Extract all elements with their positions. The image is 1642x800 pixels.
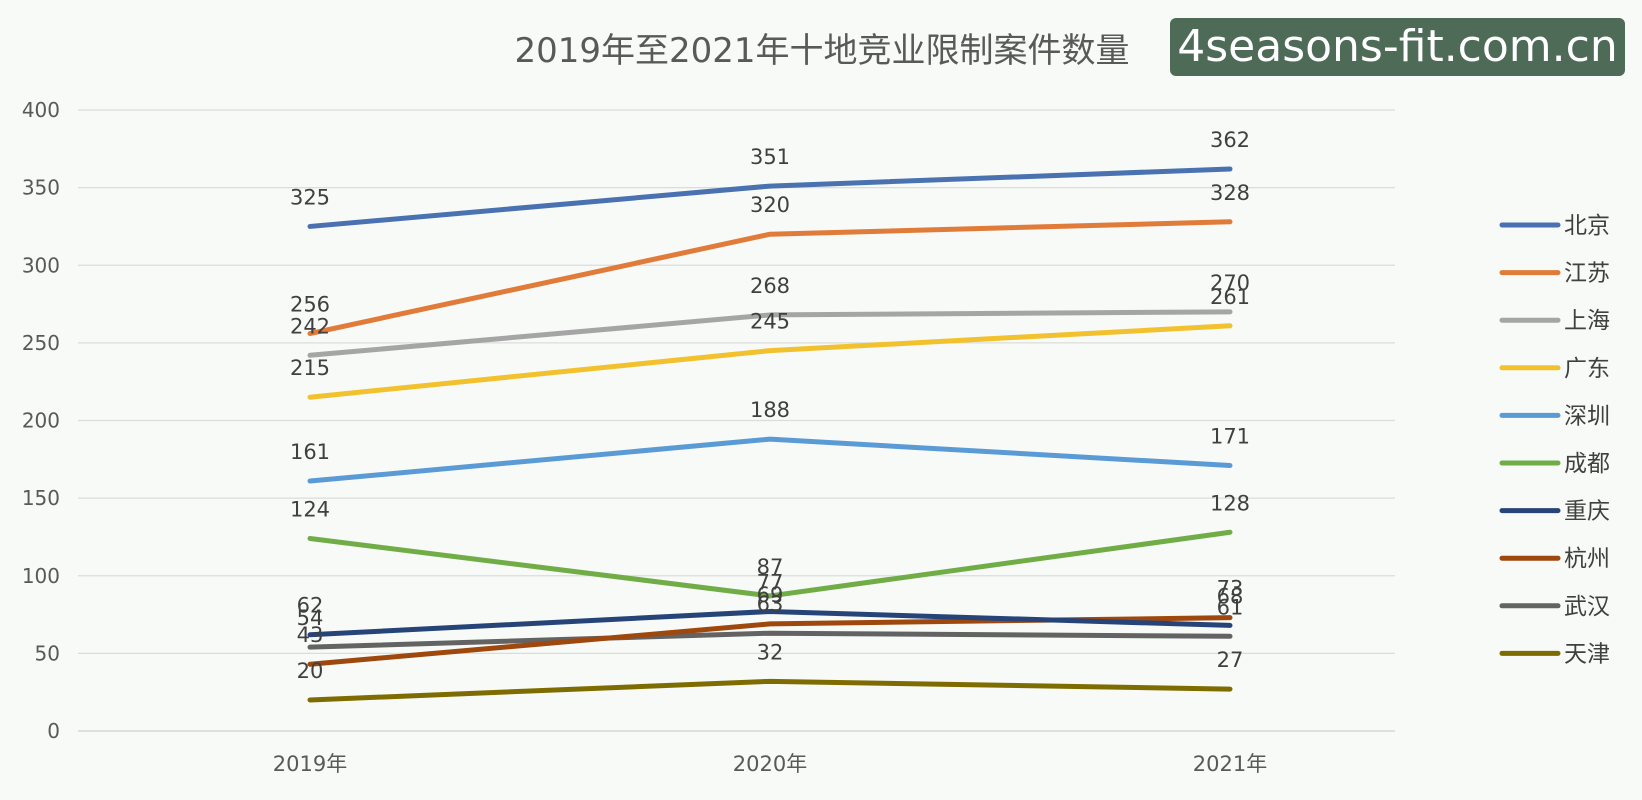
y-tick-label: 200: [22, 409, 60, 433]
data-label: 171: [1210, 425, 1250, 449]
y-tick-label: 0: [47, 719, 60, 743]
y-tick-label: 150: [22, 486, 60, 510]
data-label: 351: [750, 145, 790, 169]
legend-label: 北京: [1564, 213, 1610, 239]
legend-label: 深圳: [1564, 403, 1610, 429]
data-label: 261: [1210, 285, 1250, 309]
data-label: 32: [757, 640, 784, 664]
data-label: 128: [1210, 491, 1250, 515]
series-line-0: [307, 166, 1233, 229]
x-tick-label: 2019年: [273, 752, 347, 776]
legend-label: 广东: [1564, 356, 1610, 382]
data-label: 61: [1217, 595, 1244, 619]
legend-label: 上海: [1564, 308, 1610, 334]
data-label: 43: [297, 623, 324, 647]
data-label: 20: [297, 659, 324, 683]
data-label: 63: [757, 592, 784, 616]
x-tick-label: 2020年: [733, 752, 807, 776]
data-label: 68: [1217, 584, 1244, 608]
data-label: 328: [1210, 181, 1250, 205]
data-label: 69: [757, 583, 784, 607]
legend-label: 江苏: [1564, 261, 1610, 287]
legend-label: 杭州: [1564, 546, 1610, 572]
y-tick-label: 350: [22, 176, 60, 200]
series-line-8: [307, 630, 1233, 650]
y-tick-label: 100: [22, 564, 60, 588]
series-line-2: [307, 309, 1233, 358]
legend-label: 天津: [1564, 641, 1610, 667]
data-label: 77: [757, 570, 784, 594]
data-label: 62: [297, 594, 324, 618]
chart-title: 2019年至2021年十地竞业限制案件数量: [514, 31, 1129, 71]
data-label: 215: [290, 356, 330, 380]
legend-label: 武汉: [1564, 594, 1610, 620]
series-line-6: [307, 608, 1233, 638]
data-label: 320: [750, 193, 790, 217]
data-label: 161: [290, 440, 330, 464]
data-label: 362: [1210, 128, 1250, 152]
data-label: 325: [290, 185, 330, 209]
data-label: 87: [757, 555, 784, 579]
data-label: 270: [1210, 271, 1250, 295]
data-label: 54: [297, 606, 324, 630]
y-tick-label: 250: [22, 331, 60, 355]
series-line-9: [307, 678, 1233, 703]
data-label: 27: [1217, 648, 1244, 672]
y-tick-label: 300: [22, 253, 60, 277]
series-line-5: [307, 529, 1233, 599]
data-label: 73: [1217, 577, 1244, 601]
watermark: 4seasons-fit.com.cn: [1170, 18, 1625, 76]
data-label: 188: [750, 398, 790, 422]
series-line-1: [307, 219, 1233, 337]
data-label: 124: [290, 497, 330, 521]
legend-label: 重庆: [1564, 499, 1610, 525]
data-label: 245: [750, 310, 790, 334]
data-label: 242: [290, 314, 330, 338]
legend-label: 成都: [1564, 451, 1610, 477]
y-tick-label: 400: [22, 98, 60, 122]
x-tick-label: 2021年: [1193, 752, 1267, 776]
data-label: 256: [290, 293, 330, 317]
series-line-3: [307, 323, 1233, 400]
series-line-4: [307, 436, 1233, 484]
y-tick-label: 50: [35, 641, 60, 665]
data-label: 268: [750, 274, 790, 298]
